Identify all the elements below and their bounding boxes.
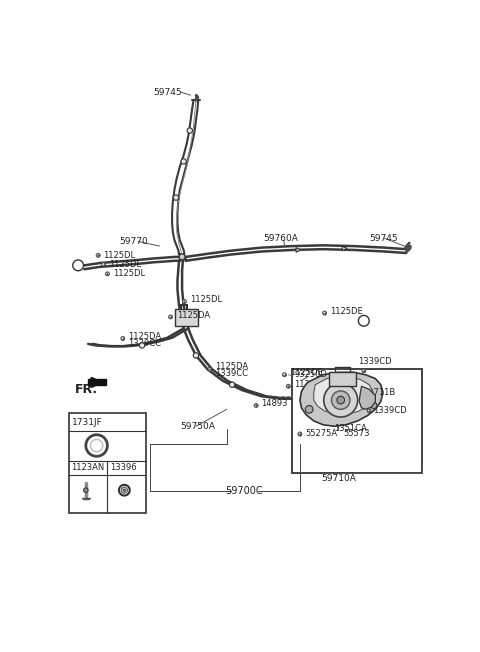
Circle shape <box>298 432 302 436</box>
Circle shape <box>193 353 199 358</box>
Circle shape <box>362 369 366 373</box>
Text: 1125DA: 1125DA <box>128 332 161 341</box>
Circle shape <box>96 254 100 258</box>
Circle shape <box>367 409 371 413</box>
Text: 59700C: 59700C <box>226 486 263 496</box>
Circle shape <box>229 382 235 387</box>
Text: 59745: 59745 <box>369 234 398 243</box>
Circle shape <box>102 263 106 267</box>
Circle shape <box>337 396 345 404</box>
Text: 1339CD: 1339CD <box>373 406 407 415</box>
Text: 59750A: 59750A <box>180 422 216 431</box>
Polygon shape <box>359 386 375 409</box>
Text: 59711B: 59711B <box>363 388 396 397</box>
Bar <box>175 309 198 326</box>
Polygon shape <box>88 379 106 385</box>
Text: 1125DL: 1125DL <box>191 295 223 304</box>
Text: 55573: 55573 <box>344 430 370 439</box>
Text: 1125DE: 1125DE <box>330 307 363 316</box>
Circle shape <box>121 487 127 494</box>
Text: 1339CC: 1339CC <box>128 340 161 348</box>
Circle shape <box>139 343 145 348</box>
Circle shape <box>119 485 130 496</box>
Text: 13396: 13396 <box>110 464 136 472</box>
Circle shape <box>305 406 313 413</box>
Circle shape <box>371 402 377 409</box>
Text: 1339CC: 1339CC <box>215 370 248 378</box>
Circle shape <box>254 404 258 408</box>
Circle shape <box>208 367 212 371</box>
Circle shape <box>121 336 125 340</box>
Text: 1731JF: 1731JF <box>72 418 103 427</box>
Circle shape <box>106 272 109 276</box>
Circle shape <box>181 158 186 164</box>
Polygon shape <box>314 377 373 414</box>
Text: 1125DE: 1125DE <box>290 368 323 377</box>
Circle shape <box>90 439 103 452</box>
Text: FR.: FR. <box>75 383 98 396</box>
Circle shape <box>332 391 350 409</box>
Text: 55275A: 55275A <box>305 430 337 439</box>
Circle shape <box>359 316 369 326</box>
Bar <box>69 413 146 513</box>
Text: 1123AN: 1123AN <box>71 464 105 472</box>
Bar <box>292 369 421 473</box>
Text: 59710A: 59710A <box>321 474 356 483</box>
Text: 1351CA: 1351CA <box>335 424 367 433</box>
Circle shape <box>173 195 179 200</box>
Text: 1125DE: 1125DE <box>294 380 326 389</box>
Text: 93250D: 93250D <box>295 370 327 379</box>
Text: 1125DL: 1125DL <box>109 260 141 269</box>
Circle shape <box>168 315 172 319</box>
Circle shape <box>73 260 84 271</box>
Circle shape <box>283 373 287 377</box>
Polygon shape <box>300 372 383 426</box>
Text: 1125DL: 1125DL <box>113 269 145 278</box>
Polygon shape <box>296 248 301 252</box>
Circle shape <box>86 435 108 456</box>
Circle shape <box>84 488 88 492</box>
Text: A: A <box>361 316 366 325</box>
Text: 1339CD: 1339CD <box>358 357 391 366</box>
Text: 1125DL: 1125DL <box>104 251 136 260</box>
Text: 14893: 14893 <box>262 398 288 408</box>
Circle shape <box>287 384 290 388</box>
Bar <box>329 372 356 386</box>
Text: 59770: 59770 <box>119 237 148 246</box>
Circle shape <box>182 300 186 303</box>
Circle shape <box>179 254 185 260</box>
Text: 59745: 59745 <box>154 87 182 96</box>
Circle shape <box>324 383 358 417</box>
Text: A: A <box>75 261 81 270</box>
Polygon shape <box>342 246 347 251</box>
Circle shape <box>323 311 326 315</box>
Circle shape <box>123 489 125 492</box>
Text: 1125DA: 1125DA <box>177 311 210 320</box>
Text: 1125DA: 1125DA <box>215 363 248 372</box>
Circle shape <box>187 128 192 133</box>
Text: 59760A: 59760A <box>263 234 298 243</box>
